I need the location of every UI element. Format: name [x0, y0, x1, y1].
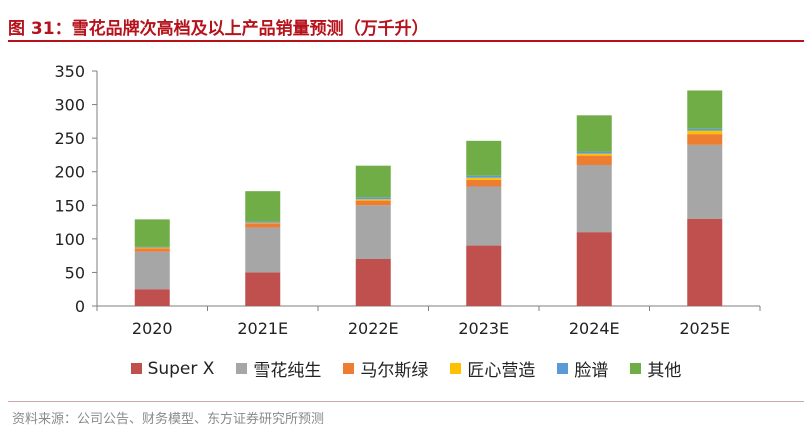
y-tick-label: 250	[54, 129, 85, 148]
bar-segment-雪花纯生	[466, 186, 502, 246]
bar-segment-脸谱	[687, 128, 723, 131]
bar-segment-super-x	[355, 259, 391, 306]
bar-segment-super-x	[466, 245, 502, 306]
bar-segment-super-x	[687, 218, 723, 306]
bar-segment-其他	[576, 115, 612, 152]
legend-label: 马尔斯绿	[360, 361, 429, 381]
legend-swatch	[630, 363, 642, 374]
bar-segment-super-x	[576, 232, 612, 306]
y-tick-label: 350	[54, 62, 85, 81]
stacked-bar-chart: 0 50 100 150 200 250 300 350 2020 2021E 2022E 2023E…	[54, 62, 761, 338]
y-tick-label: 300	[54, 96, 85, 115]
bar-segment-脸谱	[466, 175, 502, 178]
bar-segment-雪花纯生	[576, 165, 612, 233]
bar-segment-脸谱	[355, 197, 391, 200]
y-tick-label: 150	[54, 196, 85, 215]
bar-segment-马尔斯绿	[134, 248, 170, 252]
legend-item: Super X	[130, 356, 215, 381]
legend-swatch	[343, 363, 355, 374]
bar-segment-其他	[687, 90, 723, 129]
x-tick-label: 2022E	[348, 319, 399, 338]
source-divider	[8, 401, 804, 402]
bar-segment-匠心营造	[687, 130, 723, 135]
y-tick-label: 200	[54, 163, 85, 182]
bar-segment-脸谱	[576, 151, 612, 154]
legend-item: 脸谱	[557, 356, 608, 381]
x-tick-label: 2025E	[679, 319, 730, 338]
bar-segment-匠心营造	[576, 153, 612, 156]
legend-label: 其他	[647, 361, 682, 381]
legend-swatch	[236, 363, 248, 374]
bar-segment-脸谱	[134, 246, 170, 248]
chart-title: 图 31：雪花品牌次高档及以上产品销量预测（万千升）	[8, 19, 429, 39]
bar-segment-匠心营造	[466, 177, 502, 180]
bar-segment-马尔斯绿	[576, 155, 612, 165]
x-tick-label: 2023E	[458, 319, 509, 338]
bar-segment-匠心营造	[355, 199, 391, 201]
legend-swatch	[557, 363, 569, 374]
bar-segment-匠心营造	[134, 247, 170, 249]
bar-segment-雪花纯生	[134, 251, 170, 290]
legend-item: 匠心营造	[450, 356, 535, 381]
bar-segment-雪花纯生	[245, 227, 281, 273]
legend-swatch	[450, 363, 462, 374]
legend-label: 雪花纯生	[253, 361, 322, 381]
legend-label: 脸谱	[574, 361, 609, 381]
legend-item: 其他	[630, 356, 681, 381]
bar-segment-匠心营造	[245, 222, 281, 224]
bar-segment-其他	[466, 140, 502, 176]
title-divider	[8, 40, 804, 42]
bar-segment-其他	[355, 165, 391, 198]
legend-label: 匠心营造	[467, 361, 536, 381]
legend-label: Super X	[147, 358, 215, 379]
legend-item: 雪花纯生	[236, 356, 321, 381]
bar-segment-马尔斯绿	[466, 179, 502, 187]
legend-item: 马尔斯绿	[343, 356, 428, 381]
bar-segment-super-x	[245, 272, 281, 306]
bar-segment-雪花纯生	[355, 205, 391, 259]
bar-segment-马尔斯绿	[687, 134, 723, 145]
legend-swatch	[130, 363, 142, 374]
bar-segment-其他	[134, 219, 170, 247]
source-note: 资料来源：公司公告、财务模型、东方证券研究所预测	[12, 412, 325, 427]
x-tick-label: 2021E	[237, 319, 288, 338]
bar-segment-super-x	[134, 289, 170, 306]
chart-legend: Super X 雪花纯生 马尔斯绿 匠心营造 脸谱 其他	[0, 356, 812, 381]
bar-segment-脸谱	[245, 221, 281, 223]
bar-segment-其他	[245, 191, 281, 222]
y-tick-label: 100	[54, 230, 85, 249]
x-tick-label: 2020	[132, 319, 173, 338]
bar-segment-马尔斯绿	[245, 223, 281, 228]
bar-segment-雪花纯生	[687, 144, 723, 219]
bar-segment-马尔斯绿	[355, 200, 391, 206]
x-tick-label: 2024E	[569, 319, 620, 338]
y-tick-label: 0	[75, 297, 85, 316]
y-tick-label: 50	[65, 263, 85, 282]
